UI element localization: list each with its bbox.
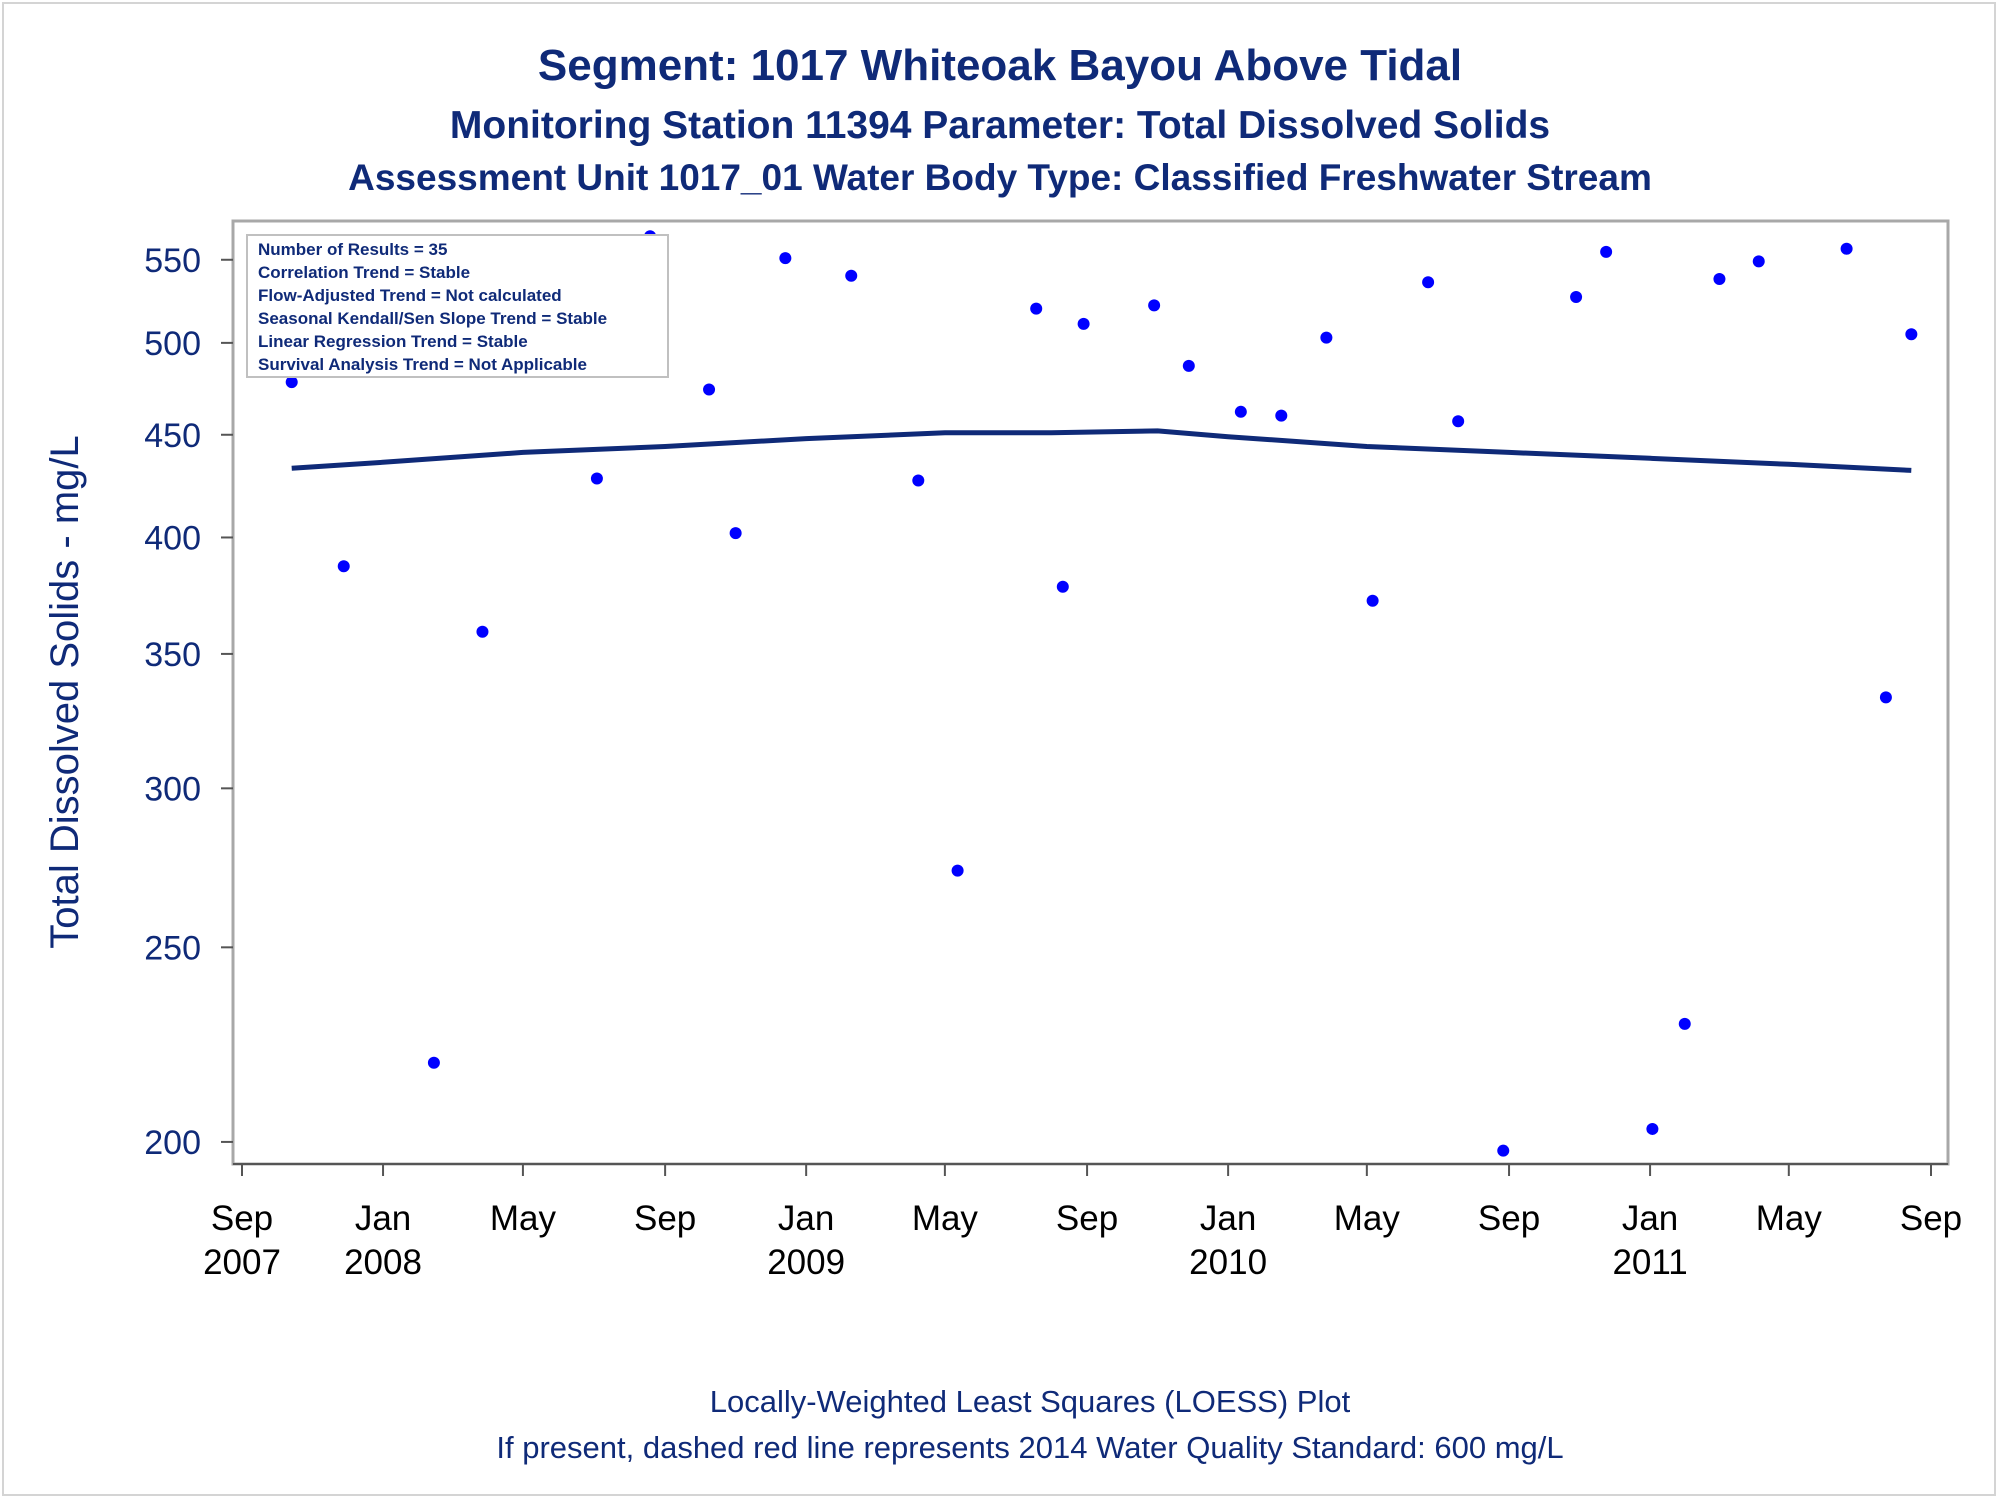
y-tick-label: 200: [144, 1124, 201, 1162]
chart-subtitle-2: Assessment Unit 1017_01 Water Body Type:…: [348, 157, 1652, 198]
data-point: [1840, 242, 1853, 255]
x-tick-month: Sep: [1478, 1199, 1540, 1238]
x-tick-month: Jan: [1200, 1199, 1256, 1238]
x-tick-year: 2010: [1189, 1243, 1267, 1282]
data-point: [337, 560, 350, 573]
data-point: [1646, 1122, 1659, 1135]
data-point: [1320, 331, 1333, 344]
data-point: [845, 269, 858, 282]
x-tick-year: 2011: [1612, 1243, 1687, 1282]
stat-survival-analysis-trend: Survival Analysis Trend = Not Applicable: [258, 355, 587, 374]
y-tick-label: 250: [144, 929, 201, 967]
stat-correlation-trend: Correlation Trend = Stable: [258, 263, 470, 282]
data-point: [1077, 317, 1090, 330]
x-tick-month: Jan: [355, 1199, 411, 1238]
x-tick-month: Jan: [1622, 1199, 1678, 1238]
data-point: [951, 864, 964, 877]
data-point: [476, 625, 489, 638]
data-point: [1056, 580, 1069, 593]
data-point: [1570, 291, 1583, 304]
footnote-standard: If present, dashed red line represents 2…: [496, 1430, 1563, 1465]
data-point: [1497, 1144, 1510, 1157]
stats-inset-box: [246, 234, 669, 378]
data-point: [1678, 1017, 1691, 1030]
data-point: [1030, 302, 1043, 315]
data-point: [703, 383, 716, 396]
stat-number-of-results: Number of Results = 35: [258, 240, 447, 259]
x-tick-month: May: [490, 1199, 557, 1238]
data-point: [729, 527, 742, 540]
y-axis-label: Total Dissolved Solids - mg/L: [43, 435, 87, 949]
y-tick-label: 400: [144, 519, 201, 557]
x-tick-month: Sep: [211, 1199, 273, 1238]
y-axis: 200 250 300 350 400 450 500 550: [144, 242, 233, 1162]
data-point: [1879, 691, 1892, 704]
data-point: [427, 1056, 440, 1069]
data-point: [1234, 405, 1247, 418]
chart-title: Segment: 1017 Whiteoak Bayou Above Tidal: [538, 41, 1462, 90]
data-point: [1275, 409, 1288, 422]
data-point: [912, 474, 925, 487]
x-tick-month: Sep: [1056, 1199, 1118, 1238]
y-tick-label: 500: [144, 325, 201, 363]
chart-subtitle: Monitoring Station 11394 Parameter: Tota…: [450, 104, 1550, 147]
stat-flow-adjusted-trend: Flow-Adjusted Trend = Not calculated: [258, 286, 562, 305]
data-point: [590, 472, 603, 485]
data-point: [1148, 299, 1161, 312]
data-point: [1182, 359, 1195, 372]
data-point: [1366, 594, 1379, 607]
x-tick-month: Sep: [634, 1199, 696, 1238]
stat-seasonal-kendall-trend: Seasonal Kendall/Sen Slope Trend = Stabl…: [258, 309, 607, 328]
y-tick-label: 550: [144, 242, 201, 280]
x-tick-year: 2009: [767, 1243, 845, 1282]
data-point: [1713, 273, 1726, 286]
x-tick-month: May: [912, 1199, 979, 1238]
x-tick-month: May: [1756, 1199, 1823, 1238]
y-tick-label: 350: [144, 636, 201, 674]
stats-inset: Number of Results = 35 Correlation Trend…: [246, 234, 669, 378]
x-tick-month: May: [1334, 1199, 1401, 1238]
data-point: [285, 376, 298, 389]
x-tick-month: Jan: [778, 1199, 834, 1238]
data-point: [1905, 328, 1918, 341]
data-point: [1752, 255, 1765, 268]
loess-line: [291, 428, 1912, 473]
data-point: [1452, 415, 1465, 428]
data-point: [779, 252, 792, 265]
y-tick-label: 300: [144, 770, 201, 808]
data-point: [1422, 276, 1435, 289]
loess-layer: [291, 428, 1912, 473]
data-point: [1600, 245, 1613, 258]
stat-linear-regression-trend: Linear Regression Trend = Stable: [258, 332, 528, 351]
x-tick-month: Sep: [1900, 1199, 1962, 1238]
footnote-loess: Locally-Weighted Least Squares (LOESS) P…: [710, 1384, 1351, 1419]
y-tick-label: 450: [144, 417, 201, 455]
x-tick-year: 2007: [203, 1243, 281, 1282]
x-axis: Sep 2007 Jan 2008 May Sep Jan 2009 May Sep Jan 2010…: [203, 1163, 1962, 1282]
x-tick-year: 2008: [344, 1243, 422, 1282]
